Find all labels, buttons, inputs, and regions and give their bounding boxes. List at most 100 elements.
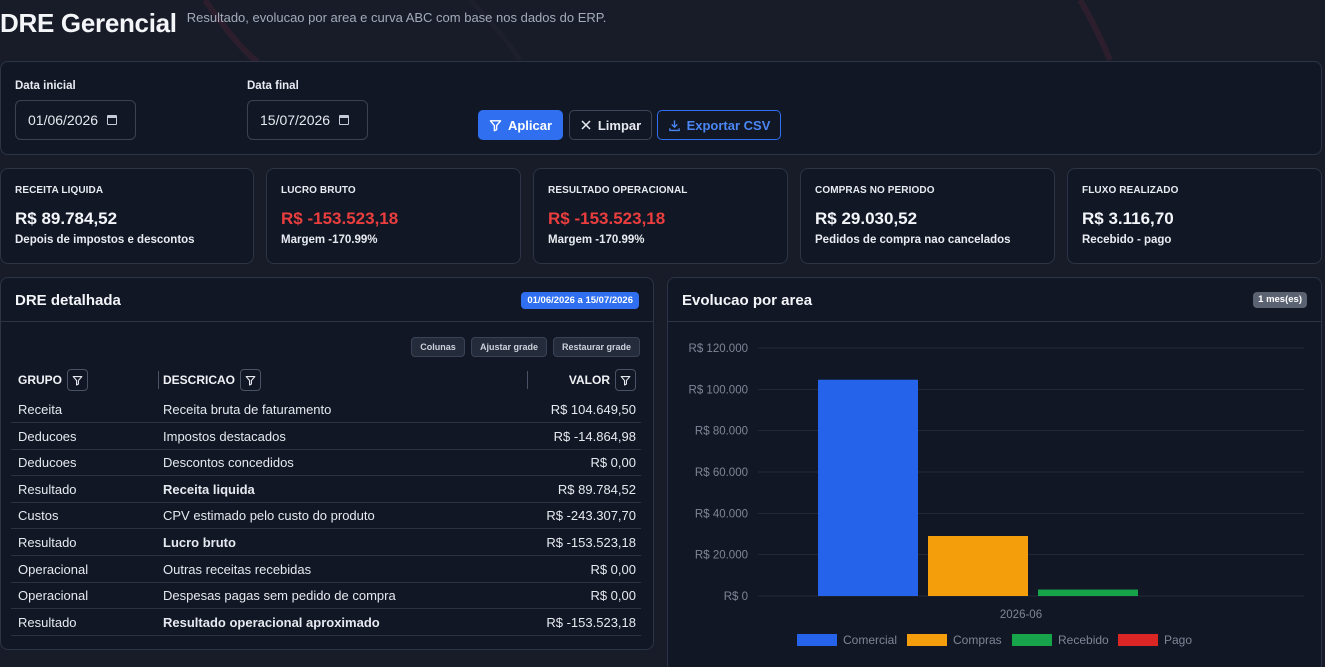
- description-cell: Descontos concedidos: [163, 455, 294, 471]
- column-header-group[interactable]: GRUPO: [18, 368, 89, 392]
- table-row[interactable]: Custos CPV estimado pelo custo do produto…: [11, 502, 641, 530]
- restore-grid-button[interactable]: Restaurar grade: [553, 337, 640, 357]
- apply-button[interactable]: Aplicar: [478, 110, 563, 140]
- filter-icon: [489, 119, 502, 131]
- kpi-value: R$ -153.523,18: [548, 209, 666, 228]
- legend-swatch: [1118, 634, 1158, 646]
- columns-button[interactable]: Colunas: [411, 337, 465, 357]
- description-cell: Impostos destacados: [163, 428, 286, 444]
- filter-panel: Data inicial 01/06/2026 Data final 15/07…: [0, 61, 1322, 155]
- column-separator[interactable]: [158, 371, 159, 389]
- bar-chart: R$ 0 R$ 20.000 R$ 40.000 R$ 60.000 R$ 80.000…: [689, 343, 1304, 647]
- value-cell: R$ -243.307,70: [546, 508, 636, 524]
- kpi-note: Depois de impostos e descontos: [15, 234, 195, 246]
- description-cell: Resultado operacional aproximado: [163, 614, 380, 630]
- kpi-value: R$ 89.784,52: [15, 209, 118, 228]
- column-header-description[interactable]: DESCRICAO: [163, 368, 262, 392]
- value-cell: R$ -153.523,18: [546, 614, 636, 630]
- group-cell: Deducoes: [18, 455, 77, 471]
- legend-swatch: [797, 634, 837, 646]
- clear-label: Limpar: [597, 117, 642, 133]
- end-date-label: Data final: [247, 80, 299, 92]
- kpi-note: Margem -170.99%: [548, 234, 645, 246]
- period-badge: 01/06/2026 a 15/07/2026: [521, 292, 639, 309]
- table-row[interactable]: Resultado Lucro bruto R$ -153.523,18: [11, 529, 641, 556]
- start-date-label: Data inicial: [15, 80, 76, 92]
- group-cell: Receita: [18, 402, 63, 417]
- bar-recebido: [1038, 589, 1138, 596]
- end-date-value: 15/07/2026: [260, 112, 331, 128]
- kpi-label: LUCRO BRUTO: [281, 185, 356, 196]
- start-date-value: 01/06/2026: [28, 112, 99, 128]
- group-cell: Deducoes: [18, 428, 77, 444]
- months-badge: 1 mes(es): [1253, 292, 1307, 308]
- y-tick-label: R$ 80.000: [695, 426, 748, 438]
- kpi-value: R$ 3.116,70: [1082, 209, 1174, 228]
- download-icon: [668, 119, 680, 131]
- kpi-value: R$ -153.523,18: [281, 209, 399, 228]
- divider: [668, 321, 1321, 322]
- kpi-card: RECEITA LIQUIDA R$ 89.784,52 Depois de imp…: [0, 168, 254, 264]
- page-title: DRE Gerencial: [0, 8, 177, 38]
- description-cell: Receita bruta de faturamento: [163, 402, 332, 417]
- table-row[interactable]: Deducoes Impostos destacados R$ -14.864,98: [11, 423, 641, 450]
- apply-label: Aplicar: [507, 117, 553, 133]
- start-date-input[interactable]: 01/06/2026: [15, 100, 136, 140]
- table-row[interactable]: Resultado Receita liquida R$ 89.784,52: [11, 476, 641, 503]
- export-csv-button[interactable]: Exportar CSV: [657, 110, 781, 140]
- filter-icon[interactable]: [240, 369, 262, 391]
- value-cell: R$ 89.784,52: [557, 481, 636, 497]
- group-cell: Resultado: [18, 481, 77, 497]
- legend-label: Compras: [953, 633, 1002, 647]
- table-row[interactable]: Deducoes Descontos concedidos R$ 0,00: [11, 449, 641, 477]
- dre-title: DRE detalhada: [15, 292, 121, 309]
- filter-icon[interactable]: [67, 369, 89, 391]
- calendar-icon[interactable]: [339, 115, 350, 125]
- export-label: Exportar CSV: [686, 117, 771, 133]
- y-tick-label: R$ 120.000: [689, 343, 748, 355]
- legend-label: Pago: [1164, 633, 1192, 647]
- value-cell: R$ -14.864,98: [553, 428, 636, 444]
- page-subtitle: Resultado, evolucao por area e curva ABC…: [186, 10, 607, 25]
- x-tick-label: 2026-06: [1000, 609, 1042, 621]
- group-header-label: GRUPO: [18, 373, 63, 387]
- y-tick-label: R$ 40.000: [695, 508, 748, 520]
- bar-compras: [928, 536, 1028, 596]
- legend-swatch: [907, 634, 947, 646]
- kpi-label: RESULTADO OPERACIONAL: [548, 185, 688, 196]
- clear-button[interactable]: Limpar: [569, 110, 652, 140]
- end-date-input[interactable]: 15/07/2026: [247, 100, 368, 140]
- kpi-value: R$ 29.030,52: [815, 209, 918, 228]
- y-tick-label: R$ 100.000: [689, 384, 748, 396]
- y-tick-label: R$ 20.000: [695, 550, 748, 562]
- table-row[interactable]: Operacional Despesas pagas sem pedido de …: [11, 582, 641, 610]
- description-cell: Lucro bruto: [163, 535, 236, 550]
- table-row[interactable]: Receita Receita bruta de faturamento R$ 10…: [11, 396, 641, 423]
- value-cell: R$ 0,00: [590, 561, 636, 577]
- group-cell: Custos: [18, 508, 59, 524]
- description-cell: CPV estimado pelo custo do produto: [163, 508, 375, 524]
- legend-swatch: [1012, 634, 1052, 646]
- table-row[interactable]: Operacional Outras receitas recebidas R$ 0…: [11, 556, 641, 583]
- kpi-note: Pedidos de compra nao cancelados: [815, 234, 1011, 246]
- column-separator[interactable]: [527, 371, 528, 389]
- dre-table-card: DRE detalhada 01/06/2026 a 15/07/2026 Co…: [0, 277, 654, 650]
- page-header: DRE Gerencial Resultado, evolucao por ar…: [0, 6, 606, 40]
- filter-icon[interactable]: [615, 369, 636, 391]
- value-header-label: VALOR: [568, 373, 610, 387]
- kpi-card: FLUXO REALIZADO R$ 3.116,70 Recebido - pag…: [1067, 168, 1322, 264]
- kpi-card: LUCRO BRUTO R$ -153.523,18 Margem -170.99%: [266, 168, 521, 264]
- column-header-value[interactable]: VALOR: [569, 368, 636, 392]
- legend-label: Comercial: [843, 633, 897, 647]
- value-cell: R$ 0,00: [590, 588, 636, 604]
- kpi-note: Recebido - pago: [1082, 234, 1172, 246]
- bar-comercial: [818, 379, 918, 596]
- kpi-label: FLUXO REALIZADO: [1082, 185, 1179, 196]
- table-row[interactable]: Resultado Resultado operacional aproximad…: [11, 609, 641, 636]
- y-tick-label: R$ 60.000: [695, 467, 748, 479]
- value-cell: R$ 104.649,50: [550, 402, 636, 417]
- adjust-grid-button[interactable]: Ajustar grade: [471, 337, 547, 357]
- chart-card: Evolucao por area 1 mes(es) R$ 0 R$ 20.00…: [667, 277, 1322, 667]
- group-cell: Operacional: [18, 561, 89, 577]
- calendar-icon[interactable]: [107, 115, 118, 125]
